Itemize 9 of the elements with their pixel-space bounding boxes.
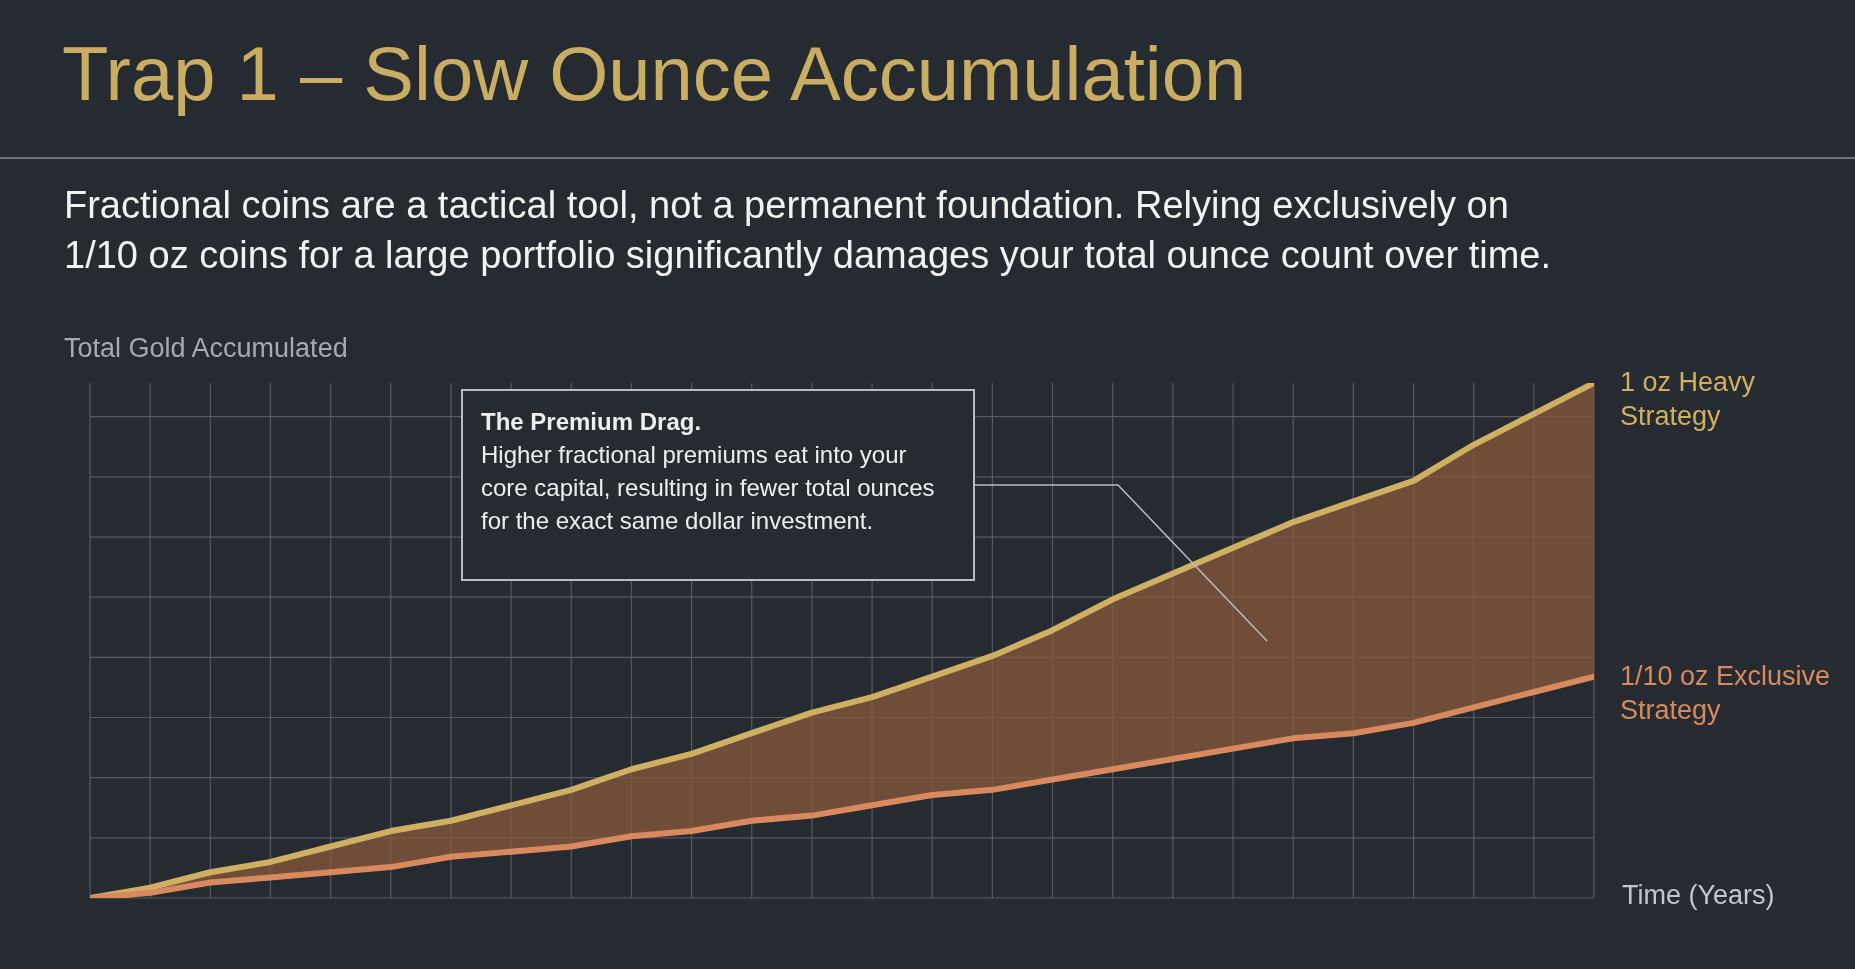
x-axis-title: Time (Years) <box>1622 880 1775 911</box>
series-label: 1 oz Heavy Strategy <box>1620 366 1757 433</box>
annotation: The Premium Drag. <box>481 407 703 437</box>
chart-subtitle: Fractional coins are a tactical tool, not a permanent foundation. Relying exclusively on 1/10 oz coins for a large portfolio significantly damages your total ounce count over time. <box>64 183 1553 278</box>
series-label: 1/10 oz Exclusive Strategy <box>1620 659 1832 727</box>
callout-box: The Premium Drag. Higher fractional premiums eat into your core capital, resulting in fewer total ounces for the exact same dollar investment. <box>461 389 1271 645</box>
annotation: Higher fractional premiums eat into your core capital, resulting in fewer total ounces for the exact same dollar investment. <box>481 440 936 536</box>
y-axis-title: Total Gold Accumulated <box>64 333 348 364</box>
chart-title: Trap 1 – Slow Ounce Accumulation <box>62 30 1247 117</box>
